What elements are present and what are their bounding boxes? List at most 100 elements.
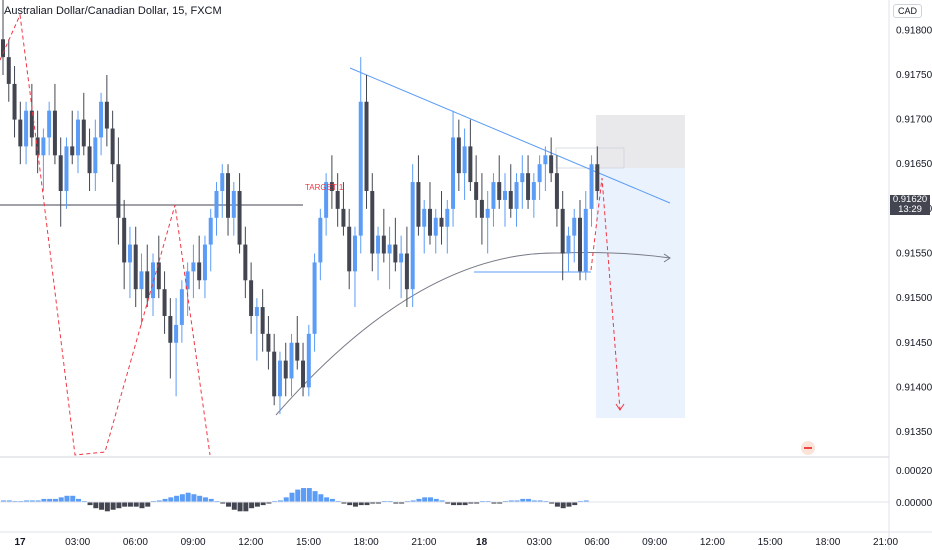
candle-body [70,146,75,156]
candle-body [122,217,127,263]
oscillator-bar [168,497,174,502]
oscillator-bar [370,502,376,504]
candle-body [433,217,438,236]
candle-body [249,280,254,316]
take-profit-zone[interactable] [596,168,685,418]
time-tick-label: 15:00 [296,537,321,548]
candle-body [318,217,323,263]
price-tick-label: 0.91700 [896,115,932,126]
oscillator-bar [93,502,99,509]
candle-body [116,164,121,218]
candle-body [220,173,225,192]
candle-body [376,235,381,254]
projection-path[interactable] [0,13,211,456]
time-tick-label: 09:00 [181,537,206,548]
candle-body [474,182,479,200]
oscillator-bar [87,502,93,506]
candle-body [254,307,259,316]
time-tick-label: 12:00 [700,537,725,548]
oscillator-bar [445,502,451,504]
candle-body [81,119,86,147]
stop-loss-zone[interactable] [596,115,685,168]
oscillator-bar [145,502,151,507]
candle-body [422,208,427,227]
candle-body [41,137,46,156]
oscillator-bar [70,495,76,502]
price-tick-label: 0.91400 [896,382,932,393]
oscillator-bar [162,498,168,502]
time-tick-label: 21:00 [873,537,898,548]
oscillator-bar [202,497,208,502]
price-axis[interactable]: 0.918000.917500.917000.916500.916000.915… [896,25,932,438]
candle-body [64,146,69,192]
oscillator-bar [462,502,468,506]
candle-countdown: 13:29 [898,204,922,215]
oscillator-bar [133,502,139,507]
candle-body [566,235,571,254]
descending-trendline[interactable] [349,67,671,204]
candle-body [526,173,531,200]
oscillator-bar [491,502,497,504]
current-price: 0.91620 [892,194,928,205]
candle-body [514,182,519,209]
target-label: TARGET 1 [305,183,344,192]
candle-body [197,262,202,281]
forecast-arrowhead [615,403,625,411]
oscillator-bar [47,498,53,502]
forecast-path[interactable] [590,177,621,411]
candle-body [589,164,594,209]
event-flag-icon[interactable] [801,441,815,455]
oscillator-tick-label: 0.00000 [896,498,932,509]
candle-body [485,208,490,218]
candle-body [133,244,138,290]
price-tick-label: 0.91650 [896,159,932,170]
oscillator-bar [156,500,162,502]
price-tick-label: 0.91550 [896,248,932,259]
candle-body [306,333,311,388]
oscillator-bar [295,489,301,502]
candle-body [456,137,461,174]
candle-body [93,137,98,174]
arc-arrowhead [663,253,671,263]
oscillator-bar [99,502,105,510]
price-tick-label: 0.91350 [896,427,932,438]
oscillator-bar [549,502,555,504]
candle-body [445,208,450,227]
currency-badge[interactable]: CAD [892,4,922,18]
time-axis[interactable]: 17 03:00 06:00 09:00 12:00 15:00 18:00 21:00 18 0… [14,537,898,548]
candle-body [87,146,92,174]
oscillator-bar [514,500,520,502]
candle-body [560,208,565,254]
candle-body [266,333,271,352]
oscillator-bar [197,495,203,502]
oscillator-bar [537,500,543,502]
oscillator-bar [41,498,47,502]
price-tick-label: 0.91450 [896,338,932,349]
candle-body [104,101,109,129]
candle-body [191,262,196,272]
oscillator-bar [220,502,226,504]
candle-body [520,173,525,183]
candle-body [283,360,288,379]
oscillator-bar [139,502,145,509]
candle-body [462,146,467,174]
candle-body [347,226,352,272]
candle-body [479,199,484,218]
candle-body [537,164,542,183]
time-tick-label: 18:00 [354,537,379,548]
oscillator-bar [64,495,70,502]
oscillator-bar [191,494,197,502]
candle-body [399,253,404,263]
oscillator-bar [566,502,572,507]
oscillator-bar [104,502,110,512]
candle-body [427,208,432,236]
ascending-arc-line[interactable] [275,252,671,416]
oscillator-bar [399,502,405,504]
oscillator-bar [122,502,128,507]
time-tick-label: 09:00 [642,537,667,548]
oscillator-bar [422,497,428,502]
candle-body [289,342,294,379]
candle-body [578,217,582,272]
